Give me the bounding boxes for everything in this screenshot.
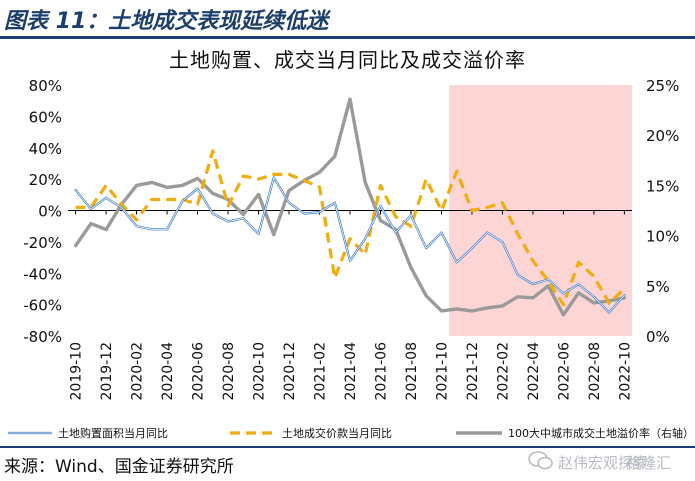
y-right-tick-label: 0% (646, 328, 670, 346)
series-layer (73, 97, 627, 317)
x-tick-label: 2019-12 (99, 342, 115, 401)
legend: 土地购置面积当月同比 土地成交价款当月同比 100大中城市成交土地溢价率（右轴） (8, 426, 694, 440)
x-tick-label: 2022-02 (495, 342, 511, 401)
y-left-tick-label: 80% (29, 77, 62, 95)
watermark: 赵伟宏观探索 格隆汇 (528, 447, 693, 477)
x-tick-label: 2021-10 (434, 342, 450, 401)
series-line-2 (73, 97, 627, 317)
legend-label: 100大中城市成交土地溢价率（右轴） (508, 426, 694, 440)
x-tick-label: 2019-10 (69, 342, 85, 401)
x-tick-label: 2020-04 (160, 342, 176, 401)
y-left-tick-label: -40% (23, 265, 62, 283)
y-right-tick-label: 20% (646, 127, 679, 145)
x-tick-label: 2020-06 (191, 342, 207, 401)
watermark-text: 赵伟宏观探索 (558, 454, 649, 472)
legend-rule (0, 446, 695, 448)
y-right-tick-label: 10% (646, 228, 679, 246)
wechat-icon (528, 451, 553, 470)
y-right-tick-label: 25% (646, 77, 679, 95)
y-left-tick-label: 20% (29, 171, 62, 189)
watermark-logo: 格隆汇 (626, 454, 672, 472)
x-tick-label: 2022-10 (617, 342, 633, 401)
y-left-tick-label: 60% (29, 108, 62, 126)
series-line-0-inner (75, 177, 625, 313)
series-line-1 (75, 149, 626, 307)
y-left-tick-labels: 80% 60% 40% 20% 0% -20% -40% -60% -80% (23, 77, 62, 346)
y-left-tick-label: 0% (38, 203, 62, 221)
x-tick-label: 2020-02 (130, 342, 146, 401)
y-right-tick-label: 5% (646, 278, 670, 296)
x-tick-label: 2021-06 (373, 342, 389, 401)
y-left-tick-label: -80% (23, 328, 62, 346)
x-tick-label: 2021-12 (465, 342, 481, 401)
legend-label: 土地成交价款当月同比 (282, 426, 392, 440)
x-tick-label: 2022-08 (587, 342, 603, 401)
figure-header: 图表 11：土地成交表现延续低迷 (0, 0, 695, 39)
source-note: 来源：Wind、国金证券研究所 (4, 457, 234, 477)
x-tick-label: 2020-10 (252, 342, 268, 401)
y-left-tick-label: 40% (29, 140, 62, 158)
legend-label: 土地购置面积当月同比 (58, 426, 168, 440)
x-tick-label: 2021-04 (343, 342, 359, 401)
x-tick-labels: 2019-10 2019-12 2020-02 2020-04 2020-06 2020-… (69, 210, 633, 401)
x-tick-label: 2020-12 (282, 342, 298, 401)
x-tick-label: 2022-04 (526, 342, 542, 401)
title-rule (0, 36, 695, 39)
x-tick-label: 2020-08 (221, 342, 237, 401)
y-left-tick-label: -60% (23, 297, 62, 315)
chart-title: 土地购置、成交当月同比及成交溢价率 (169, 48, 526, 72)
x-tick-label: 2021-02 (313, 342, 329, 401)
figure-title: 图表 11：土地成交表现延续低迷 (4, 9, 329, 34)
y-left-tick-label: -20% (23, 234, 62, 252)
y-right-tick-label: 15% (646, 177, 679, 195)
y-right-tick-labels: 25% 20% 15% 10% 5% 0% (646, 77, 679, 346)
chart-canvas: 80% 60% 40% 20% 0% -20% -40% -60% -80% 25% 20% 15%… (8, 77, 694, 440)
x-tick-label: 2021-08 (404, 342, 420, 401)
x-tick-label: 2022-06 (556, 342, 572, 401)
